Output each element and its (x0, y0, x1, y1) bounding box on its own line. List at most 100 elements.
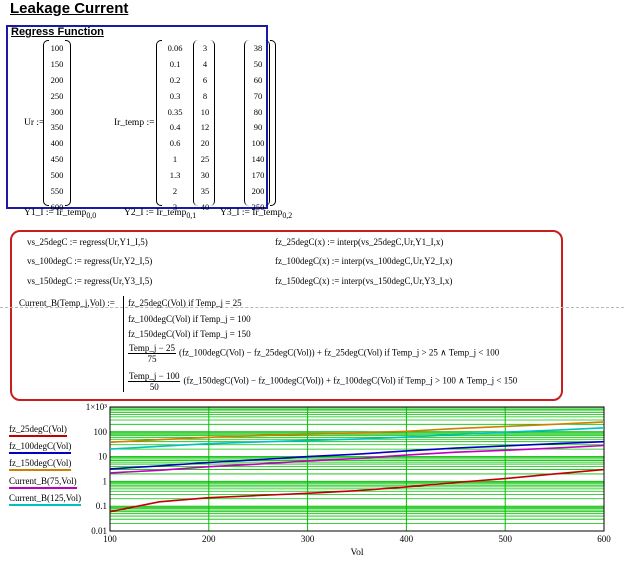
matrix-cell: 90 (253, 122, 263, 133)
matrix-cell: 4 (202, 58, 208, 69)
x-tick-label: 600 (597, 534, 611, 544)
matrix-cell: 1.3 (169, 170, 181, 181)
matrix-cell: 60 (253, 74, 263, 85)
y2-definition[interactable]: Y2_I := Ir_temp0,1 (124, 208, 197, 220)
matrix-cell: 600 (50, 201, 64, 212)
matrix-cell: 0.35 (167, 106, 183, 117)
matrix-cell: 30 (200, 170, 210, 181)
matrix-cell: 200 (50, 74, 64, 85)
matrix-cell: 140 (251, 154, 265, 165)
matrix-cell: 100 (251, 138, 265, 149)
y-tick-label: 0.01 (91, 526, 107, 536)
matrix-cell: 350 (50, 122, 64, 133)
fz150-formula[interactable]: fz_150degC(x) := interp(vs_150degC,Ur,Y3… (275, 276, 453, 286)
matrix-cell: 50 (253, 58, 263, 69)
vs100-formula[interactable]: vs_100degC := regress(Ur,Y2_I,5) (27, 256, 153, 266)
y-tick-label: 1 (103, 476, 108, 486)
fz100-formula[interactable]: fz_100degC(x) := interp(vs_100degC,Ur,Y2… (275, 256, 453, 266)
x-tick-label: 500 (498, 534, 512, 544)
y3-definition[interactable]: Y3_I := Ir_temp0,2 (220, 208, 293, 220)
matrix-cell: 0.2 (169, 74, 181, 85)
matrix-cell: 300 (50, 106, 64, 117)
regress-function-region[interactable] (6, 25, 268, 209)
matrix-cell: 400 (50, 138, 64, 149)
series-line (109, 468, 605, 513)
fraction: Temp_j − 100 50 (128, 371, 181, 392)
vs25-formula[interactable]: vs_25degC := regress(Ur,Y1_I,5) (27, 237, 148, 247)
matrix-cell: 250 (50, 90, 64, 101)
x-tick-label: 200 (202, 534, 216, 544)
page-title: Leakage Current (10, 0, 129, 17)
legend-item: fz_100degC(Vol) (9, 441, 72, 454)
ir-temp-inner-bracket (193, 40, 215, 206)
matrix-cell: 200 (251, 186, 265, 197)
ir-temp-column-3: 38 50 60 70 80 90 100 140 170 200 250 (248, 41, 268, 216)
regress-function-title: Regress Function (11, 26, 104, 38)
matrix-cell: 0.6 (169, 138, 181, 149)
fz25-formula[interactable]: fz_25degC(x) := interp(vs_25degC,Ur,Y1_I… (275, 237, 444, 247)
matrix-cell: 8 (202, 90, 208, 101)
series-line (109, 440, 605, 470)
ir-temp-column-2: 3 4 6 8 10 12 20 25 30 35 40 (196, 41, 214, 216)
matrix-cell: 170 (251, 170, 265, 181)
y-tick-label: 100 (94, 427, 108, 437)
fraction: Temp_j − 25 75 (128, 343, 176, 364)
matrix-cell: 3 (172, 201, 178, 212)
matrix-cell: 0.4 (169, 122, 181, 133)
ir-temp-label: Ir_temp := (114, 118, 155, 128)
matrix-cell: 12 (200, 122, 210, 133)
y-tick-label: 10 (98, 452, 108, 462)
matrix-cell: 80 (253, 106, 263, 117)
ir-temp-matrix[interactable]: 0.06 0.1 0.2 0.3 0.35 0.4 0.6 1 1.3 2 3 3 4 6 8 10 12 20… (156, 40, 276, 212)
series-line (109, 427, 605, 450)
matrix-cell: 2 (172, 186, 178, 197)
matrix-cell: 3 (202, 43, 208, 53)
y-tick-label: 1×10³ (86, 402, 108, 412)
matrix-cell: 40 (200, 201, 210, 212)
matrix-cell: 1 (172, 154, 178, 165)
matrix-cell: 500 (50, 170, 64, 181)
ir-temp-column-1: 0.06 0.1 0.2 0.3 0.35 0.4 0.6 1 1.3 2 3 (162, 41, 188, 216)
current-b-case-100: fz_100degC(Vol) if Temp_j = 100 (128, 314, 251, 324)
matrix-cell: 20 (200, 138, 210, 149)
matrix-cell: 0.1 (169, 58, 181, 69)
vs150-formula[interactable]: vs_150degC := regress(Ur,Y3_I,5) (27, 276, 153, 286)
matrix-cell: 25 (200, 154, 210, 165)
piecewise-bar (123, 296, 124, 392)
page-break-line (0, 307, 624, 308)
matrix-cell: 450 (50, 154, 64, 165)
formula-region[interactable] (10, 230, 563, 401)
matrix-cell: 0.06 (167, 43, 183, 53)
matrix-cell: 150 (50, 58, 64, 69)
legend-item: Current_B(125,Vol) (9, 493, 82, 506)
matrix-cell: 550 (50, 186, 64, 197)
series-line (109, 444, 605, 474)
series-line (109, 421, 605, 443)
current-b-case-interp-100-150: Temp_j − 100 50 (fz_150degC(Vol) − fz_100d… (128, 371, 518, 392)
legend-item: Current_B(75,Vol) (9, 476, 77, 489)
matrix-cell: 250 (251, 201, 265, 212)
x-tick-label: 300 (301, 534, 315, 544)
current-b-case-150: fz_150degC(Vol) if Temp_j = 150 (128, 329, 251, 339)
legend-item: fz_25degC(Vol) (9, 424, 67, 437)
matrix-cell: 6 (202, 74, 208, 85)
x-tick-label: 100 (103, 534, 117, 544)
ur-matrix-column: 100 150 200 250 300 350 400 450 500 550 600 (47, 41, 67, 216)
leakage-current-chart[interactable]: 100 200 300 400 500 600 0.01 0.1 1 10 100 1×10³ Vol (0, 398, 624, 562)
matrix-cell: 0.3 (169, 90, 181, 101)
matrix-cell: 38 (253, 43, 263, 53)
y1-definition[interactable]: Y1_I := Ir_temp0,0 (24, 208, 97, 220)
matrix-cell: 10 (200, 106, 210, 117)
ur-matrix[interactable]: 100 150 200 250 300 350 400 450 500 550 600 (43, 40, 71, 212)
plot-frame (109, 406, 605, 532)
matrix-cell: 70 (253, 90, 263, 101)
current-b-case-interp-25-100: Temp_j − 25 75 (fz_100degC(Vol) − fz_25deg… (128, 343, 500, 364)
ur-label: Ur := (24, 118, 45, 128)
legend-item: fz_150degC(Vol) (9, 458, 72, 471)
x-tick-label: 400 (400, 534, 414, 544)
current-b-definition[interactable]: Current_B(Temp_j,Vol) := (19, 298, 115, 308)
y-tick-label: 0.1 (96, 501, 107, 511)
x-axis-label: Vol (350, 548, 363, 558)
matrix-cell: 35 (200, 186, 210, 197)
matrix-cell: 100 (50, 43, 64, 53)
